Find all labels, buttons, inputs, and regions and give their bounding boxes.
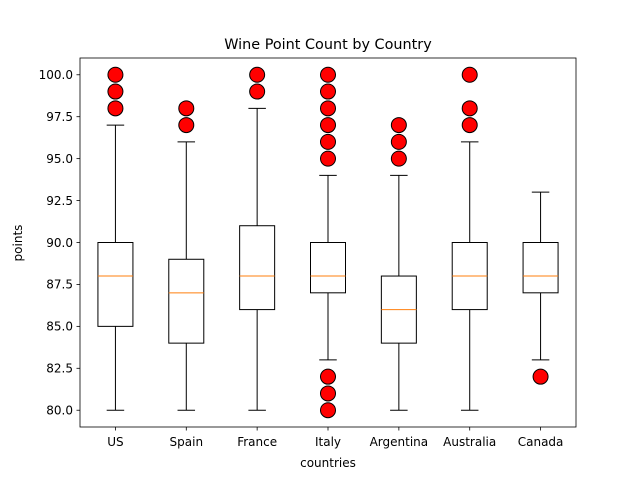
y-tick-label: 100.0 [39, 68, 73, 82]
box-italy [310, 242, 346, 294]
flier-point [320, 368, 336, 385]
x-tick-label: Australia [443, 435, 496, 449]
flier-point [249, 66, 266, 83]
x-tick-label: Canada [518, 435, 564, 449]
box-france [239, 225, 276, 311]
flier-point [320, 402, 336, 419]
x-tick-label: US [107, 435, 123, 449]
box-us [97, 242, 134, 327]
flier-point [320, 66, 336, 83]
axes-frame [79, 57, 577, 428]
y-tick-label: 90.0 [46, 236, 73, 250]
y-tick-label: 97.5 [46, 110, 73, 124]
flier-point [390, 150, 407, 167]
flier-point [107, 66, 124, 83]
flier-point [107, 100, 124, 117]
x-axis-label: countries [300, 456, 356, 470]
flier-point [320, 117, 336, 134]
chart-title: Wine Point Count by Country [224, 37, 432, 53]
flier-point [390, 117, 407, 134]
flier-point [320, 83, 336, 100]
flier-point [461, 66, 478, 83]
plot-area: 80.0 82.5 85.0 87.5 90.0 92.5 95.0 97.5 100.0 US S… [39, 57, 577, 449]
y-tick-label: 85.0 [46, 320, 73, 334]
flier-point [461, 117, 478, 134]
x-tick-label: Italy [315, 435, 341, 449]
flier-point [107, 83, 124, 100]
y-tick-label: 80.0 [46, 404, 73, 418]
flier-point [320, 385, 336, 402]
flier-point [178, 117, 195, 134]
y-axis-label: points [11, 225, 25, 262]
flier-point [461, 100, 478, 117]
flier-point [320, 150, 336, 167]
flier-point [320, 100, 336, 117]
box-canada [522, 242, 559, 294]
y-tick-label: 82.5 [46, 362, 73, 376]
x-tick-label: Argentina [370, 435, 429, 449]
flier-point [249, 83, 266, 100]
y-tick-label: 92.5 [46, 194, 73, 208]
x-tick-label: France [237, 435, 277, 449]
x-tick-label: Spain [170, 435, 204, 449]
flier-point [532, 368, 549, 385]
flier-point [320, 133, 336, 150]
y-tick-label: 95.0 [46, 152, 73, 166]
y-tick-label: 87.5 [46, 278, 73, 292]
flier-point [390, 133, 407, 150]
flier-point [178, 100, 195, 117]
box-spain [168, 258, 205, 344]
